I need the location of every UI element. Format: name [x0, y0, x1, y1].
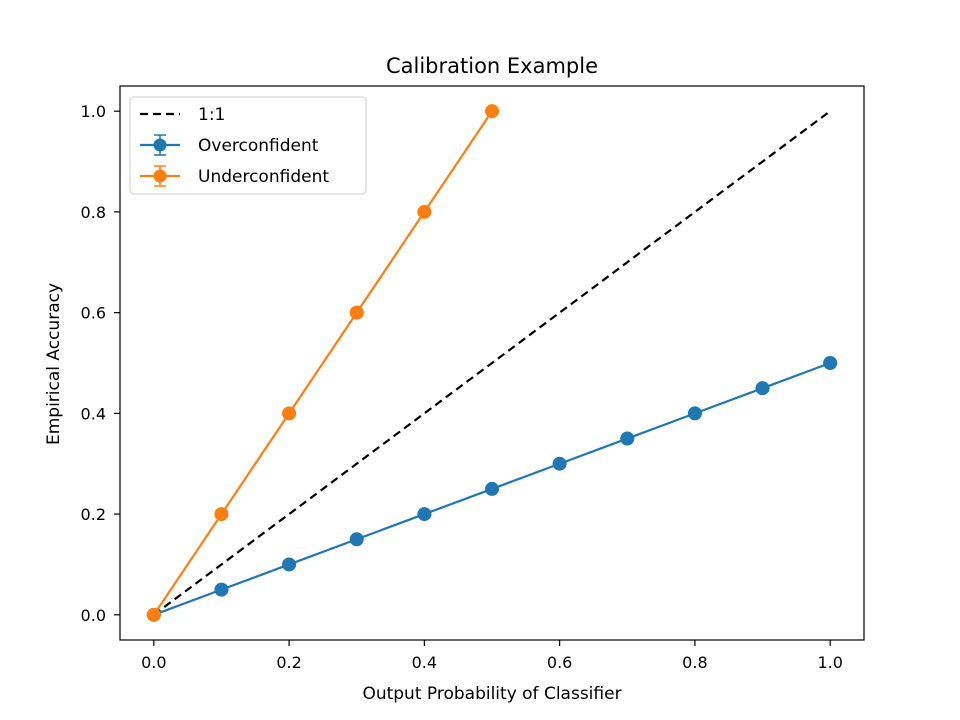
x-tick-label: 0.0	[141, 653, 166, 672]
data-point-overconfident	[687, 406, 702, 421]
legend: 1:1 Overconfident Underconfident	[129, 96, 367, 195]
x-tick-label: 0.2	[276, 653, 301, 672]
x-tick-label: 0.4	[412, 653, 437, 672]
chart-title: Calibration Example	[386, 54, 598, 78]
data-point-overconfident	[349, 532, 364, 547]
data-point-underconfident	[214, 507, 229, 522]
data-point-underconfident	[485, 104, 499, 119]
series-line-underconfident	[152, 110, 493, 616]
series-line-1-1	[153, 110, 831, 616]
y-tick-label: 1.0	[81, 102, 106, 121]
data-point-overconfident	[620, 431, 635, 446]
axes-frame	[119, 85, 865, 641]
x-tick-label: 0.8	[682, 653, 707, 672]
legend-marker-underconfident	[153, 169, 167, 183]
legend-label-underconfident: Underconfident	[198, 167, 329, 187]
plot-area: 0.0 0.2 0.4 0.6 0.8 1.0 0.0 0.2 0.4 0.6 0.8 1.0	[81, 85, 865, 672]
y-tick-label: 0.8	[81, 203, 106, 222]
data-point-underconfident	[349, 305, 364, 320]
data-point-overconfident	[755, 381, 770, 396]
y-tick-label: 0.4	[81, 404, 106, 423]
data-point-underconfident	[146, 607, 161, 622]
x-axis-label: Output Probability of Classifier	[362, 684, 621, 704]
y-axis-label: Empirical Accuracy	[44, 283, 64, 445]
data-point-underconfident	[282, 406, 297, 421]
y-tick-label: 0.0	[81, 606, 106, 625]
legend-marker-overconfident	[153, 138, 167, 152]
data-point-overconfident	[823, 356, 838, 370]
data-point-overconfident	[282, 557, 297, 572]
y-tick-label: 0.6	[81, 304, 106, 323]
legend-frame	[129, 96, 367, 195]
x-tick-label: 1.0	[817, 653, 842, 672]
data-point-overconfident	[485, 481, 499, 496]
legend-label-overconfident: Overconfident	[198, 136, 319, 156]
data-point-overconfident	[214, 582, 229, 597]
y-tick-label: 0.2	[81, 505, 106, 524]
data-point-underconfident	[417, 204, 432, 219]
data-point-overconfident	[417, 507, 432, 522]
x-tick-label: 0.6	[547, 653, 572, 672]
data-point-overconfident	[552, 456, 567, 471]
legend-label-1-1: 1:1	[198, 105, 225, 125]
